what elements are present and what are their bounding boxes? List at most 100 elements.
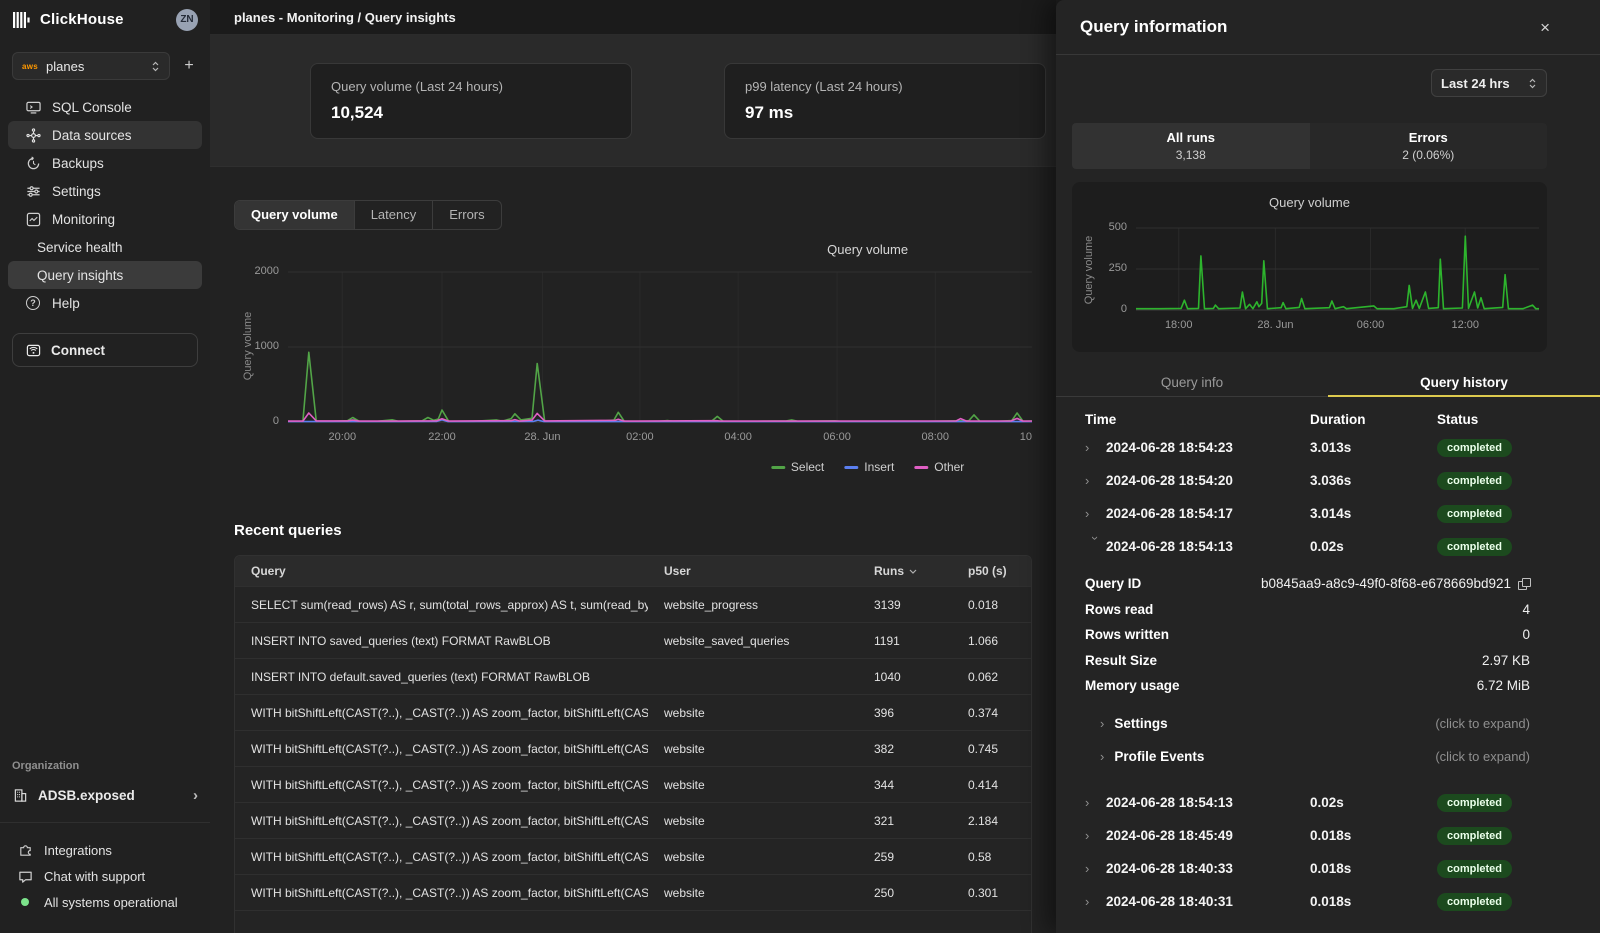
- table-row[interactable]: WITH bitShiftLeft(CAST(?..), _CAST(?..))…: [235, 730, 1031, 766]
- col-query[interactable]: Query: [251, 564, 286, 578]
- row-expand-icon[interactable]: ›: [1085, 893, 1090, 909]
- panel-toolbar: Last 24 hrs: [1056, 69, 1600, 97]
- table-row[interactable]: WITH bitShiftLeft(CAST(?..), _CAST(?..))…: [235, 694, 1031, 730]
- user-avatar[interactable]: ZN: [176, 8, 198, 31]
- sidebar-item-backups[interactable]: Backups: [8, 149, 202, 177]
- run-duration: 3.013s: [1310, 440, 1352, 455]
- cell-user: website: [664, 705, 705, 720]
- run-duration: 0.02s: [1310, 539, 1344, 554]
- metric-label: p99 latency (Last 24 hours): [745, 79, 903, 94]
- cell-p50: 0.58: [968, 849, 992, 864]
- cell-user: website: [664, 777, 705, 792]
- time-range-select[interactable]: Last 24 hrs: [1431, 69, 1547, 97]
- system-status-label: All systems operational: [44, 894, 178, 910]
- sidebar-item-query-insights[interactable]: Query insights: [8, 261, 202, 289]
- cell-query: WITH bitShiftLeft(CAST(?..), _CAST(?..))…: [251, 813, 648, 828]
- row-expand-icon[interactable]: ›: [1085, 473, 1090, 488]
- detail-label: Rows read: [1085, 601, 1154, 617]
- query-volume-chart: Query volume Query volume Select Insert Ot…: [234, 236, 1032, 484]
- system-status-row[interactable]: All systems operational: [0, 889, 210, 915]
- organization-row[interactable]: ADSB.exposed ›: [0, 780, 210, 810]
- help-icon: ?: [25, 295, 41, 311]
- history-rows-top: › 2024-06-28 18:54:23 3.013s completed ›…: [1056, 431, 1600, 563]
- legend-item[interactable]: Other: [914, 460, 964, 474]
- detail-row: Result Size 2.97 KB: [1056, 648, 1600, 674]
- col-user[interactable]: User: [664, 564, 691, 578]
- legend-swatch: [770, 465, 785, 469]
- history-row[interactable]: › 2024-06-28 18:54:20 3.036s completed: [1056, 464, 1600, 497]
- connect-button[interactable]: Connect: [12, 333, 198, 367]
- history-row[interactable]: › 2024-06-28 18:54:13 0.02s completed: [1056, 786, 1600, 819]
- x-tick-label: 04:00: [724, 431, 752, 443]
- metric-value: 10,524: [331, 103, 383, 122]
- sidebar-item-data-sources[interactable]: Data sources: [8, 121, 202, 149]
- status-badge: completed: [1437, 793, 1513, 812]
- x-tick-label: 28. Jun: [1257, 319, 1294, 331]
- x-tick-label: 10:00: [1019, 431, 1032, 443]
- tab-errors[interactable]: Errors: [432, 201, 500, 229]
- col-runs[interactable]: Runs: [858, 564, 952, 578]
- row-expand-icon[interactable]: ›: [1088, 536, 1103, 541]
- x-tick-label: 28. Jun: [524, 431, 561, 443]
- legend-item[interactable]: Insert: [844, 460, 894, 474]
- segment-errors[interactable]: Errors 2 (0.06%): [1309, 123, 1547, 169]
- legend-item[interactable]: Select: [770, 460, 825, 474]
- table-row[interactable]: INSERT INTO default.saved_queries (text)…: [235, 658, 1031, 694]
- detail-value: 6.72 MiB: [1476, 678, 1530, 694]
- row-expand-icon[interactable]: ›: [1085, 794, 1090, 810]
- tab-query-info[interactable]: Query info: [1160, 374, 1224, 390]
- cell-user: website: [664, 813, 705, 828]
- sidebar-item-settings[interactable]: Settings: [8, 177, 202, 205]
- table-row[interactable]: INSERT INTO saved_queries (text) FORMAT …: [235, 622, 1031, 658]
- copy-icon[interactable]: [1518, 577, 1531, 590]
- legend-label: Select: [790, 460, 825, 474]
- expandable-row[interactable]: › Profile Events (click to expand): [1056, 740, 1600, 773]
- sidebar-bottom: Organization ADSB.exposed › Integrations…: [0, 760, 210, 933]
- history-row[interactable]: › 2024-06-28 18:54:23 3.013s completed: [1056, 431, 1600, 464]
- sidebar-item-service-health[interactable]: Service health: [8, 233, 202, 261]
- table-row[interactable]: SELECT sum(read_rows) AS r, sum(total_ro…: [235, 586, 1031, 622]
- segment-all-runs[interactable]: All runs 3,138: [1072, 123, 1310, 169]
- cell-p50: 2.184: [968, 813, 999, 828]
- history-row[interactable]: › 2024-06-28 18:54:13 0.02s completed: [1056, 530, 1600, 563]
- history-row[interactable]: › 2024-06-28 18:40:31 0.018s completed: [1056, 885, 1600, 918]
- workspace-select[interactable]: aws planes: [12, 52, 170, 80]
- cell-query: SELECT sum(read_rows) AS r, sum(total_ro…: [251, 597, 648, 612]
- x-tick-label: 18:00: [1164, 319, 1193, 331]
- col-p50[interactable]: p50 (s): [968, 564, 1007, 578]
- sidebar-item-label: Help: [52, 295, 80, 311]
- table-row[interactable]: [235, 910, 1031, 933]
- table-row[interactable]: WITH bitShiftLeft(CAST(?..), _CAST(?..))…: [235, 802, 1031, 838]
- table-row[interactable]: WITH bitShiftLeft(CAST(?..), _CAST(?..))…: [235, 874, 1031, 910]
- add-service-button[interactable]: +: [184, 57, 194, 74]
- col-duration: Duration: [1310, 411, 1366, 427]
- table-row[interactable]: WITH bitShiftLeft(CAST(?..), _CAST(?..))…: [235, 838, 1031, 874]
- status-badge: completed: [1437, 892, 1513, 911]
- tab-latency[interactable]: Latency: [353, 201, 433, 229]
- sidebar-item-monitoring[interactable]: Monitoring: [8, 205, 202, 233]
- row-expand-icon[interactable]: ›: [1085, 827, 1090, 843]
- cell-query: WITH bitShiftLeft(CAST(?..), _CAST(?..))…: [251, 741, 648, 756]
- expandable-row[interactable]: › Settings (click to expand): [1056, 707, 1600, 740]
- panel-title: Query information: [1080, 17, 1228, 36]
- x-tick-label: 06:00: [823, 431, 851, 443]
- sidebar-item-label: Backups: [52, 155, 104, 171]
- close-icon[interactable]: ×: [1540, 17, 1550, 37]
- row-expand-icon[interactable]: ›: [1085, 860, 1090, 876]
- sidebar-item-help[interactable]: ? Help: [8, 289, 202, 317]
- history-row[interactable]: › 2024-06-28 18:40:33 0.018s completed: [1056, 852, 1600, 885]
- tab-query-history[interactable]: Query history: [1328, 368, 1600, 397]
- status-badge: completed: [1437, 859, 1513, 878]
- tab-query-volume[interactable]: Query volume: [235, 201, 354, 229]
- sidebar-item-sql-console[interactable]: SQL Console: [8, 93, 202, 121]
- row-expand-icon[interactable]: ›: [1085, 440, 1090, 455]
- history-row[interactable]: › 2024-06-28 18:54:17 3.014s completed: [1056, 497, 1600, 530]
- sidebar-item-chat-support[interactable]: Chat with support: [0, 863, 210, 889]
- row-expand-icon[interactable]: ›: [1085, 506, 1090, 521]
- cell-p50: 0.414: [968, 777, 999, 792]
- divider: [0, 822, 210, 823]
- sidebar-item-integrations[interactable]: Integrations: [0, 837, 210, 863]
- table-row[interactable]: WITH bitShiftLeft(CAST(?..), _CAST(?..))…: [235, 766, 1031, 802]
- history-row[interactable]: › 2024-06-28 18:45:49 0.018s completed: [1056, 819, 1600, 852]
- run-duration: 3.014s: [1310, 506, 1352, 521]
